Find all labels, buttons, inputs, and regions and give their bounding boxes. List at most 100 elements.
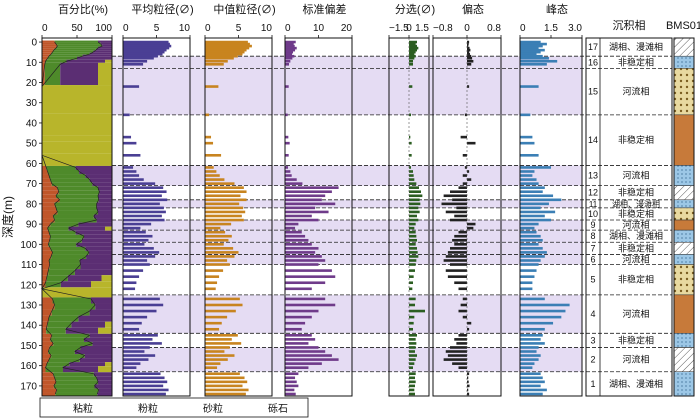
sort-bar <box>409 366 413 369</box>
depth-tick-label: 70 <box>26 179 38 190</box>
sand-segment <box>98 210 112 215</box>
std-bar <box>285 358 339 361</box>
std-bar <box>285 354 332 357</box>
facies-label: 湖相、漫滩相 <box>612 199 660 209</box>
mean-bar <box>123 46 170 50</box>
sand-segment <box>98 46 112 49</box>
unit-number: 5 <box>590 275 595 285</box>
mean-bar <box>123 178 144 181</box>
unit-number: 13 <box>588 171 598 181</box>
median-bar <box>205 194 241 198</box>
sand-segment <box>98 198 112 203</box>
clay-segment <box>42 372 54 377</box>
legend-box <box>39 397 309 418</box>
median-bar <box>205 44 252 48</box>
clay-segment <box>42 178 51 183</box>
mean-bar <box>123 113 130 117</box>
silt-segment <box>57 186 98 191</box>
median-bar <box>205 190 247 194</box>
std-bar <box>285 141 290 145</box>
sand-segment <box>96 376 112 381</box>
median-bar <box>205 327 220 331</box>
mean-bar <box>123 141 137 145</box>
mean-bar <box>123 297 160 301</box>
sort-bar <box>409 174 414 177</box>
unit-number: 8 <box>590 231 595 241</box>
median-bar <box>205 366 218 369</box>
sand-segment <box>74 269 112 276</box>
std-bar <box>285 62 290 66</box>
sort-bar <box>409 372 416 376</box>
facies-label: 非稳定相 <box>618 134 654 145</box>
skew-bar <box>467 85 470 88</box>
std-bar <box>285 40 296 44</box>
median-bar <box>205 358 228 361</box>
depth-axis-label: 深度(m) <box>0 196 15 238</box>
sand-segment <box>96 206 112 211</box>
pct-tick-label: 100 <box>95 23 112 34</box>
silt-segment <box>54 376 97 381</box>
depth-tick-label: 10 <box>26 58 38 69</box>
median-bar <box>205 206 244 210</box>
skew-bar <box>456 206 467 210</box>
depth-tick-label: 110 <box>21 260 37 271</box>
skew-bar <box>445 255 467 258</box>
skew-bar <box>467 50 470 54</box>
core-lithology-block <box>673 68 695 116</box>
std-bar <box>285 376 296 380</box>
depth-tick-label: 120 <box>20 280 37 291</box>
std-bar <box>285 334 312 337</box>
silt-segment <box>45 59 67 63</box>
unit-number: 16 <box>588 57 598 67</box>
skew-bar <box>467 327 470 331</box>
kurt-tick-label: 3.0 <box>568 23 582 34</box>
sand-segment <box>82 54 112 57</box>
skew-bar <box>467 52 470 56</box>
silt-segment <box>49 258 80 264</box>
mean-bar <box>123 269 144 272</box>
median-bar <box>205 48 247 52</box>
sand-segment <box>68 226 105 231</box>
std-bar <box>285 44 295 48</box>
std-bar <box>285 269 332 272</box>
std-bar <box>285 327 302 331</box>
std-bar <box>285 182 303 185</box>
sand-segment <box>76 242 112 247</box>
sand-segment <box>96 202 112 207</box>
mean-bar <box>123 170 137 173</box>
median-panel-title: 中值粒径(∅) <box>213 2 275 16</box>
facies-band <box>112 199 582 208</box>
sort-bar <box>409 44 417 48</box>
gravel-segment <box>42 287 112 298</box>
silt-segment <box>56 380 98 385</box>
median-bar <box>205 259 228 262</box>
sand-segment <box>93 372 112 377</box>
sand-segment <box>75 230 112 235</box>
sort-bar <box>409 309 425 313</box>
std-bar <box>285 315 312 319</box>
sort-bar <box>409 334 417 337</box>
kurt-bar <box>520 321 554 325</box>
median-bar <box>205 85 219 88</box>
sand-segment <box>98 194 112 199</box>
std-bar <box>285 366 309 369</box>
kurt-bar <box>520 113 531 117</box>
mean-bar <box>123 190 167 194</box>
silt-segment <box>47 226 69 231</box>
median-bar <box>205 186 244 189</box>
silt-segment <box>47 169 80 175</box>
sand-segment <box>100 42 112 45</box>
clay-segment <box>42 210 58 215</box>
median-bar <box>205 334 238 337</box>
std-bar <box>285 50 294 54</box>
clay-segment <box>42 48 54 51</box>
sand-segment <box>80 345 112 351</box>
silt-segment <box>47 56 77 60</box>
median-bar <box>205 222 232 226</box>
median-bar <box>205 174 220 177</box>
kurt-bar <box>520 287 533 291</box>
silt-segment <box>48 350 75 355</box>
median-bar <box>205 198 247 202</box>
gravel-segment <box>105 59 112 63</box>
silt-segment <box>53 372 94 377</box>
